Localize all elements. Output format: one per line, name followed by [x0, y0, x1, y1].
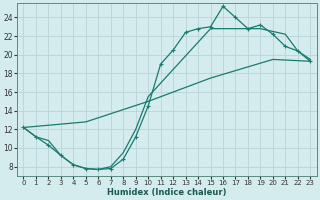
- X-axis label: Humidex (Indice chaleur): Humidex (Indice chaleur): [107, 188, 227, 197]
